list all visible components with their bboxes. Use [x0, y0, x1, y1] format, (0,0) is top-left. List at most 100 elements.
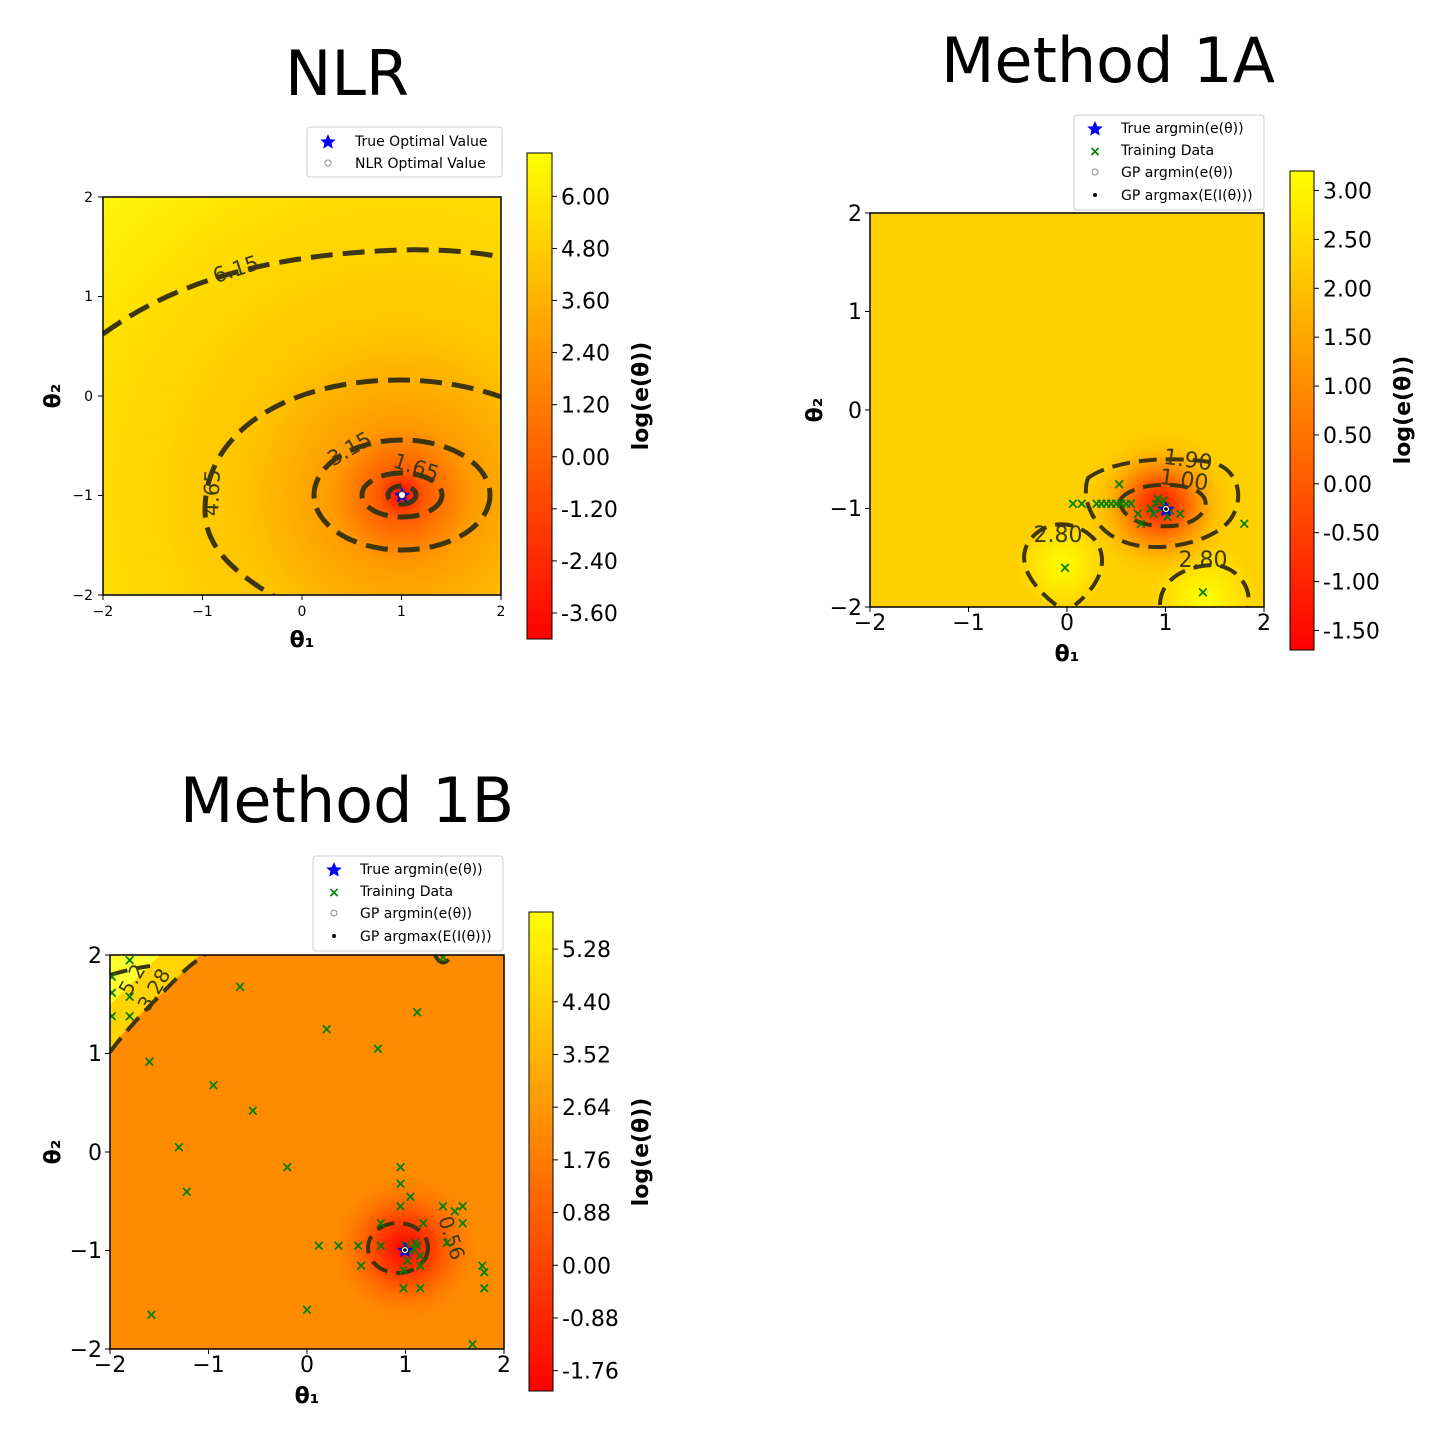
- colorbar-label: log(e(θ)): [629, 342, 654, 451]
- y-tick-label: −1: [70, 1239, 102, 1264]
- colorbar-tick-label: -3.60: [561, 602, 618, 627]
- y-tick-label: 0: [84, 389, 93, 405]
- legend-label: NLR Optimal Value: [355, 156, 486, 172]
- training-data-point: ×: [1197, 583, 1210, 601]
- training-data-point: ×: [1105, 495, 1118, 513]
- training-data-point: ×: [407, 1240, 420, 1258]
- contour-line-edge: [433, 955, 452, 965]
- training-data-point: ×: [173, 1138, 186, 1156]
- x-tick-label: 2: [1257, 611, 1271, 636]
- training-data-point: ×: [281, 1158, 294, 1176]
- panel-title: Method 1B: [180, 764, 514, 837]
- contour-line-4-65: [202, 377, 501, 595]
- heatmap-area: 6.15 3.15 1.65 4.65: [103, 197, 501, 595]
- training-data-point: ×: [394, 1175, 407, 1193]
- colorbar-tick-label: -0.50: [1323, 522, 1380, 547]
- training-data-point: ×: [1151, 490, 1164, 508]
- training-data-point: ×: [417, 1214, 430, 1232]
- x-marker-icon: ×: [328, 885, 340, 901]
- colorbar-tick-label: 1.50: [1323, 326, 1372, 351]
- colorbar-tick-label: 6.00: [561, 185, 610, 210]
- training-data-point: ×: [372, 1040, 385, 1058]
- training-data-point: ×: [106, 968, 119, 986]
- y-tick-label: −2: [70, 1338, 102, 1363]
- training-data-point: ×: [106, 1007, 119, 1025]
- training-data-point: ×: [375, 1237, 388, 1255]
- colorbar-tick-label: 0.50: [1323, 424, 1372, 449]
- legend: True argmin(e(θ)) × Training Data GP arg…: [1073, 114, 1265, 211]
- y-tick-label: −2: [72, 588, 93, 604]
- training-data-point: ×: [320, 1020, 333, 1038]
- y-tick-label: −1: [72, 488, 93, 504]
- y-axis: −2 −1 0 1 2 θ₂: [41, 944, 110, 1363]
- colorbar-gradient: [1289, 170, 1315, 651]
- training-data-point: ×: [409, 1234, 422, 1252]
- colorbar-tick-label: -1.50: [1323, 619, 1380, 644]
- training-data-point: ×: [1238, 514, 1251, 532]
- colorbar-tick-label: -0.88: [562, 1307, 619, 1332]
- training-data-point: ×: [352, 1237, 365, 1255]
- legend-label: Training Data: [359, 884, 453, 900]
- colorbar-tick-label: 5.28: [562, 938, 611, 963]
- training-data-point: ×: [181, 1182, 194, 1200]
- colorbar: 6.004.803.602.401.200.00-1.20-2.40-3.60 …: [526, 152, 654, 640]
- legend-label: GP argmax(E(I(θ))): [1121, 188, 1253, 204]
- heatmap-low-region: [110, 955, 504, 1349]
- contour-line-2-80: [1158, 562, 1251, 607]
- training-data-point: ×: [1113, 475, 1126, 493]
- x-tick-label: 2: [497, 604, 506, 620]
- y-axis: −2 −1 0 1 2 θ₂: [41, 190, 103, 604]
- colorbar-tick-label: 3.60: [561, 290, 610, 315]
- contour-line-1-00: [1117, 482, 1208, 529]
- legend-box: [312, 855, 504, 952]
- open-circle-icon: [330, 909, 338, 917]
- colorbar-tick-label: -1.00: [1323, 571, 1380, 596]
- legend-label: GP argmin(e(θ)): [1121, 165, 1233, 181]
- contour-lines: [110, 955, 452, 1275]
- gp-argmax-ei-marker: [1164, 507, 1168, 511]
- colorbar-tick-label: -1.20: [561, 498, 618, 523]
- colorbar-gradient: [526, 152, 553, 640]
- contour-line-6-15: [103, 247, 501, 337]
- training-data-point: ×: [1059, 559, 1072, 577]
- contour-line-1-65: [359, 470, 445, 520]
- training-data-point: ×: [207, 1076, 220, 1094]
- training-data-point: ×: [404, 1187, 417, 1205]
- heatmap-area: 1.90 1.00 2.80 2.80 ×× ××××××××××××× ×××××…: [870, 213, 1264, 607]
- training-data-point: ×: [1067, 495, 1080, 513]
- x-marker-icon: ×: [1089, 144, 1101, 160]
- training-data-point: ×: [355, 1256, 368, 1274]
- y-tick-label: 1: [84, 289, 93, 305]
- y-tick-label: 2: [88, 944, 102, 969]
- colorbar-tick-label: 2.50: [1323, 228, 1372, 253]
- colorbar-tick-label: 0.88: [562, 1202, 611, 1227]
- x-tick-label: −2: [94, 1353, 126, 1378]
- x-tick-label: 2: [497, 1353, 511, 1378]
- contour-line-inner: [385, 483, 419, 507]
- colorbar-tick-label: 0.00: [561, 446, 610, 471]
- training-data-point: ×: [1125, 495, 1138, 513]
- x-tick-label: 1: [397, 604, 406, 620]
- x-axis-label: θ₁: [290, 628, 315, 653]
- training-data-point: ×: [397, 1261, 410, 1279]
- colorbar-label: log(e(θ)): [629, 1098, 654, 1207]
- training-data-point: ×: [437, 948, 450, 966]
- legend: True Optimal Value NLR Optimal Value: [306, 126, 503, 178]
- training-data-point: ×: [478, 1263, 491, 1281]
- x-tick-label: 1: [399, 1353, 413, 1378]
- colorbar-tick-label: 2.64: [562, 1096, 611, 1121]
- training-data-point: ×: [1075, 495, 1088, 513]
- method-1b-panel: Method 1B 5.2 3.28 0.56 ××××××××××××××× ×…: [41, 764, 654, 1409]
- colorbar-tick-label: 3.52: [562, 1044, 611, 1069]
- contour-line-0-56: [366, 1221, 430, 1275]
- panel-title: NLR: [285, 37, 409, 110]
- training-data-point: ×: [411, 1003, 424, 1021]
- heatmap-low-region: [870, 213, 1264, 607]
- x-tick-label: 0: [300, 1353, 314, 1378]
- y-axis: −2 −1 0 1 2 θ₂: [803, 202, 870, 621]
- legend-box: [306, 126, 503, 178]
- training-data-point: ×: [123, 951, 136, 969]
- legend-label: GP argmin(e(θ)): [360, 906, 472, 922]
- x-axis-label: θ₁: [1055, 642, 1080, 667]
- training-data-point: ×: [456, 1197, 469, 1215]
